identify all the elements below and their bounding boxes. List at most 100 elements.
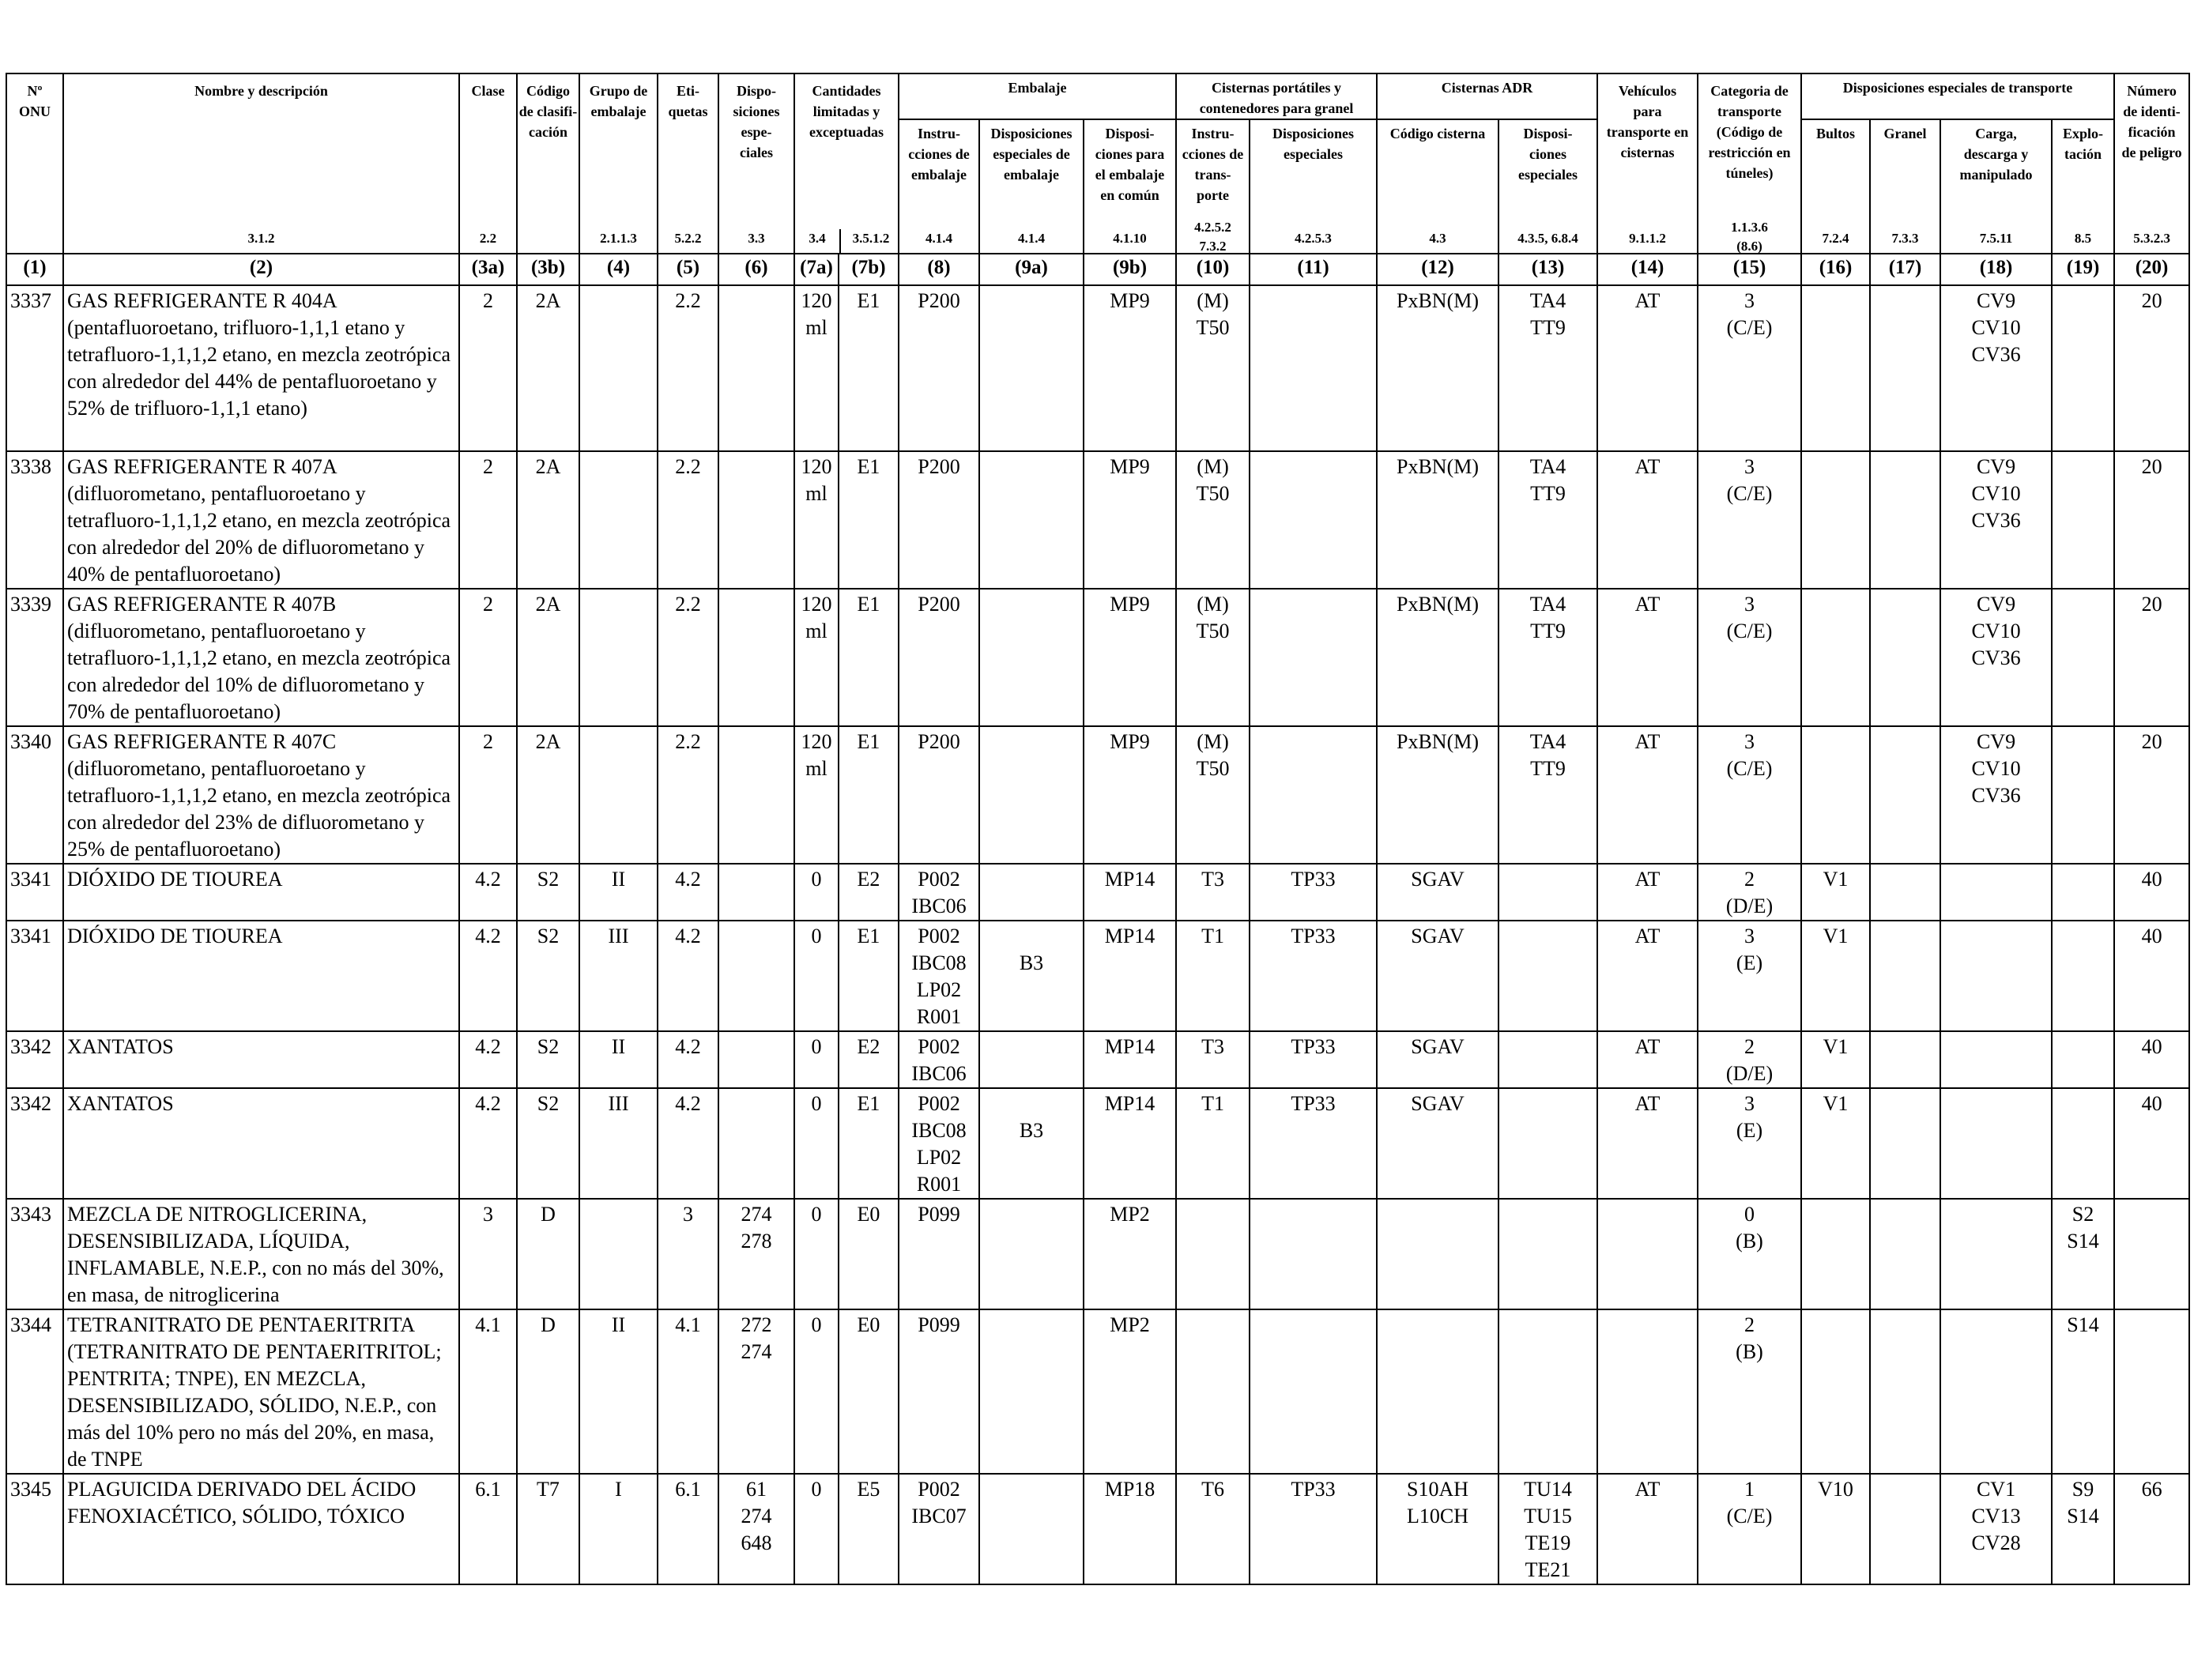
dangerous-goods-table-page: Nº ONU Nombre y descripción 3.1.2 Clase 2.… — [6, 73, 2191, 1585]
column-number: (1) — [6, 253, 64, 286]
table-row: 3345 PLAGUICIDA DERIVADO DEL ÁCIDO FENOXI… — [6, 1473, 2191, 1585]
table-cell: 40 — [2113, 1030, 2191, 1089]
table-cell: 2A — [516, 725, 580, 864]
table-cell: TP33 — [1249, 1087, 1378, 1200]
table-row: 3341 DIÓXIDO DE TIOUREA 4.2 S2 III 4.2 0 E1 P002… — [6, 920, 2191, 1032]
table-cell: T3 — [1175, 863, 1251, 921]
header-classification-code: Código de clasifi- cación — [516, 73, 580, 254]
table-cell — [1596, 1309, 1699, 1475]
table-cell: MP9 — [1082, 284, 1178, 452]
ref-col19: 8.5 — [2074, 231, 2092, 246]
table-cell — [1869, 1198, 1942, 1310]
table-cell: E1 — [838, 920, 899, 1032]
header-loading: Carga, descarga y manipulado 7.5.11 — [1940, 119, 2053, 254]
table-cell: AT — [1596, 450, 1699, 590]
table-cell — [1800, 1198, 1872, 1310]
header-hazard-id: Número de identi- ficación de peligro 5.3… — [2113, 73, 2191, 254]
un-number-cell: 3342 — [6, 1087, 64, 1200]
table-cell: 2.2 — [657, 588, 719, 727]
table-cell: PxBN(M) — [1376, 725, 1500, 864]
header-adr-special-provisions: Disposi- ciones especiales 4.3.5, 6.8.4 — [1498, 119, 1599, 254]
ref-col8: 4.1.4 — [925, 231, 952, 246]
ref-col9b: 4.1.10 — [1113, 231, 1147, 246]
table-cell: S14 — [2051, 1309, 2116, 1475]
table-cell — [978, 284, 1084, 452]
un-number-cell: 3343 — [6, 1198, 64, 1310]
table-cell: S9 S14 — [2051, 1473, 2116, 1585]
un-number-cell: 3339 — [6, 588, 64, 727]
table-cell: CV9 CV10 CV36 — [1940, 588, 2053, 727]
ref-col16: 7.2.4 — [1822, 231, 1849, 246]
column-number: (17) — [1869, 253, 1942, 286]
table-cell: SGAV — [1376, 1087, 1500, 1200]
table-cell: 0 — [794, 1087, 839, 1200]
table-cell: 4.1 — [458, 1309, 518, 1475]
table-row: 3337 GAS REFRIGERANTE R 404A (pentafluoro… — [6, 284, 2191, 452]
header-mixed-packing: Disposi- ciones para el embalaje en comú… — [1082, 119, 1178, 254]
table-cell: P002 IBC08 LP02 R001 — [898, 1087, 980, 1200]
table-cell — [1249, 450, 1378, 590]
table-cell — [1498, 1087, 1599, 1200]
table-cell: MP18 — [1082, 1473, 1178, 1585]
header-onu: Nº ONU — [6, 73, 64, 254]
table-cell: 40 — [2113, 1087, 2191, 1200]
table-cell: B3 — [978, 1087, 1084, 1200]
table-cell: AT — [1596, 1087, 1699, 1200]
table-cell: 40 — [2113, 920, 2191, 1032]
column-number: (18) — [1940, 253, 2053, 286]
table-cell: TP33 — [1249, 920, 1378, 1032]
substance-name-cell: MEZCLA DE NITROGLICERINA, DESENSIBILIZAD… — [62, 1198, 460, 1310]
header-tank-code: Código cisterna 4.3 — [1376, 119, 1500, 254]
table-cell: III — [579, 920, 658, 1032]
table-body: 3337 GAS REFRIGERANTE R 404A (pentafluoro… — [6, 284, 2191, 1585]
table-cell — [1869, 1087, 1942, 1200]
table-cell: III — [579, 1087, 658, 1200]
ref-col11: 4.2.5.3 — [1295, 231, 1332, 246]
table-cell: 2.2 — [657, 284, 719, 452]
table-cell — [978, 450, 1084, 590]
substance-name-cell: DIÓXIDO DE TIOUREA — [62, 920, 460, 1032]
table-row: 3343 MEZCLA DE NITROGLICERINA, DESENSIBIL… — [6, 1198, 2191, 1310]
table-cell: MP14 — [1082, 1030, 1178, 1089]
table-cell: SGAV — [1376, 920, 1500, 1032]
table-cell: E0 — [838, 1309, 899, 1475]
table-cell: E1 — [838, 1087, 899, 1200]
table-cell — [1498, 920, 1599, 1032]
table-cell: 0 — [794, 920, 839, 1032]
table-cell: 2 (B) — [1697, 1309, 1803, 1475]
dangerous-goods-table: Nº ONU Nombre y descripción 3.1.2 Clase 2.… — [6, 73, 2191, 1585]
substance-name-cell: GAS REFRIGERANTE R 407B (difluorometano,… — [62, 588, 460, 727]
table-cell — [1869, 1473, 1942, 1585]
table-cell — [1940, 1087, 2053, 1200]
table-cell — [1800, 588, 1872, 727]
table-cell: CV9 CV10 CV36 — [1940, 725, 2053, 864]
header-class: Clase 2.2 — [458, 73, 518, 254]
un-number-cell: 3341 — [6, 863, 64, 921]
table-cell: 6.1 — [458, 1473, 518, 1585]
table-cell: 4.2 — [458, 1030, 518, 1089]
header-labels: Eti- quetas 5.2.2 — [657, 73, 719, 254]
table-cell: AT — [1596, 588, 1699, 727]
table-cell: MP14 — [1082, 863, 1178, 921]
header-portable-tanks: Cisternas portátiles y contenedores para… — [1175, 73, 1378, 120]
table-cell: 0 (B) — [1697, 1198, 1803, 1310]
table-cell — [1940, 920, 2053, 1032]
table-cell: P200 — [898, 588, 980, 727]
table-cell: D — [516, 1198, 580, 1310]
table-cell: T7 — [516, 1473, 580, 1585]
table-cell — [1869, 1030, 1942, 1089]
table-cell — [1249, 725, 1378, 864]
table-row: 3338 GAS REFRIGERANTE R 407A (difluoromet… — [6, 450, 2191, 590]
table-cell: P002 IBC06 — [898, 1030, 980, 1089]
table-cell: MP14 — [1082, 920, 1178, 1032]
table-cell: E1 — [838, 725, 899, 864]
table-cell — [1869, 1309, 1942, 1475]
column-number: (3a) — [458, 253, 518, 286]
table-cell — [718, 284, 795, 452]
table-row: 3340 GAS REFRIGERANTE R 407C (difluoromet… — [6, 725, 2191, 864]
table-cell: 2.2 — [657, 450, 719, 590]
table-cell: 66 — [2113, 1473, 2191, 1585]
table-cell — [2051, 725, 2116, 864]
table-cell — [1376, 1198, 1500, 1310]
header-packages: Bultos 7.2.4 — [1800, 119, 1872, 254]
